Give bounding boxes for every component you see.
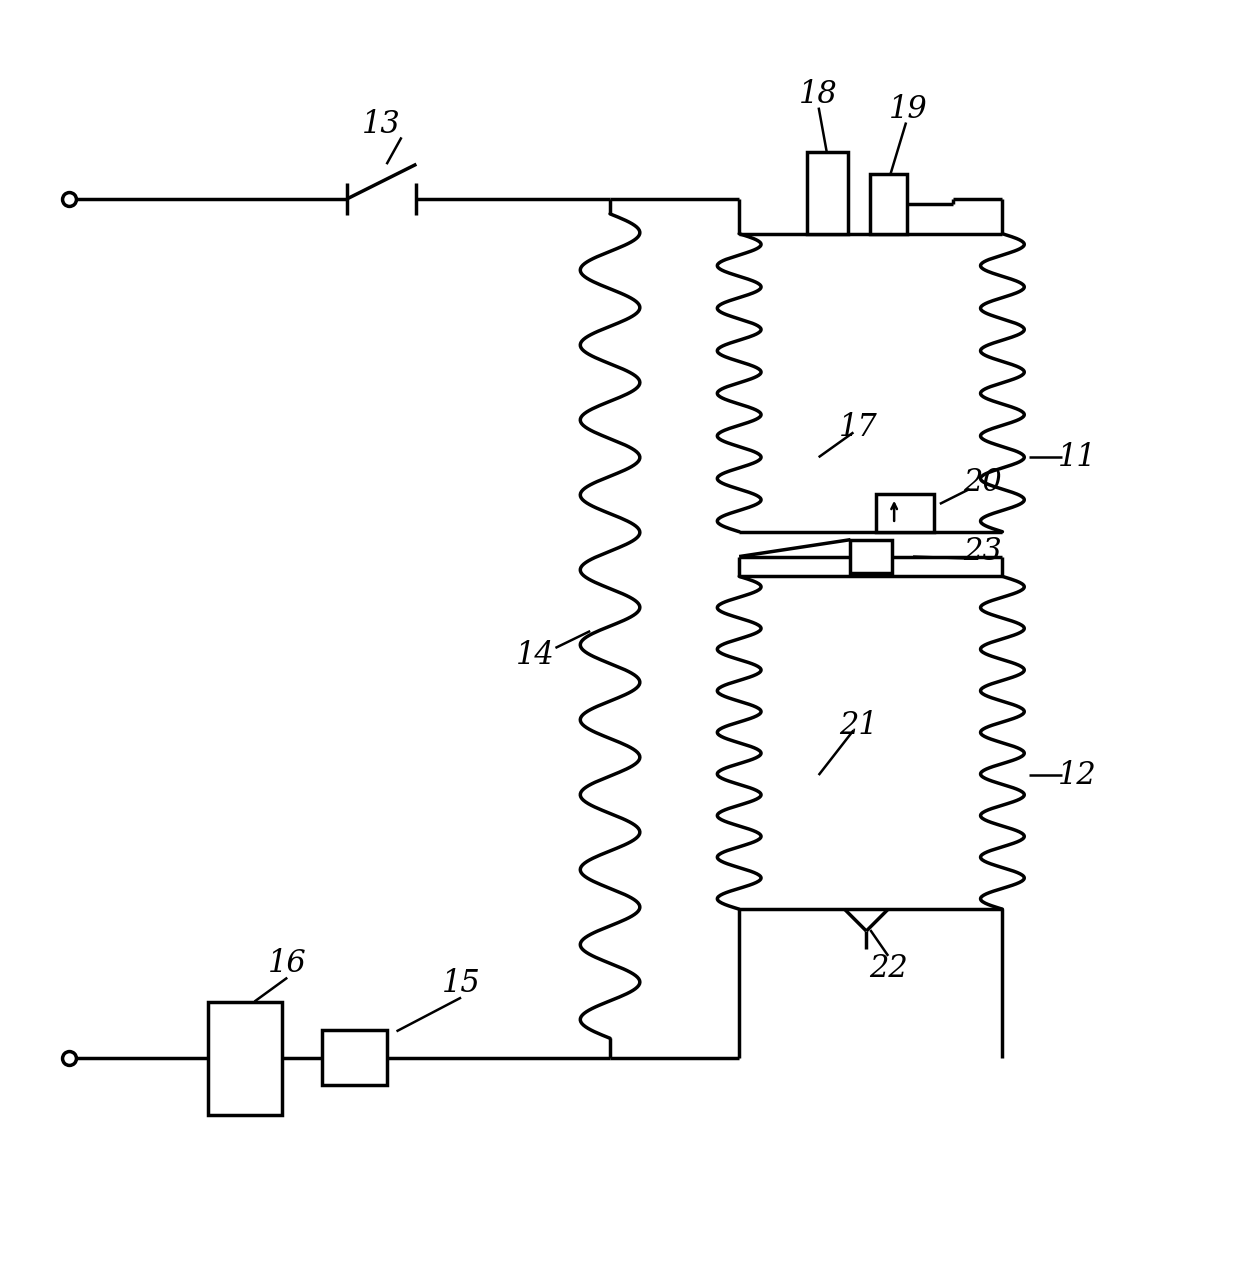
Text: 22: 22 (869, 953, 908, 984)
Text: 20: 20 (963, 467, 1002, 498)
Text: 23: 23 (963, 536, 1002, 567)
Text: 18: 18 (800, 79, 838, 110)
Text: 11: 11 (1058, 441, 1096, 472)
Bar (870, 174, 906, 234)
Bar (208, 1002, 283, 1115)
Text: 13: 13 (362, 108, 401, 140)
Bar (322, 1030, 387, 1085)
Text: 12: 12 (1058, 759, 1096, 791)
Text: 21: 21 (839, 709, 878, 741)
Text: 15: 15 (441, 968, 480, 999)
Bar (877, 494, 934, 532)
Text: 17: 17 (839, 412, 878, 443)
Bar (807, 152, 848, 234)
Text: 19: 19 (889, 94, 928, 125)
Text: 14: 14 (516, 641, 556, 671)
Text: 16: 16 (268, 948, 306, 979)
Bar (851, 540, 892, 573)
